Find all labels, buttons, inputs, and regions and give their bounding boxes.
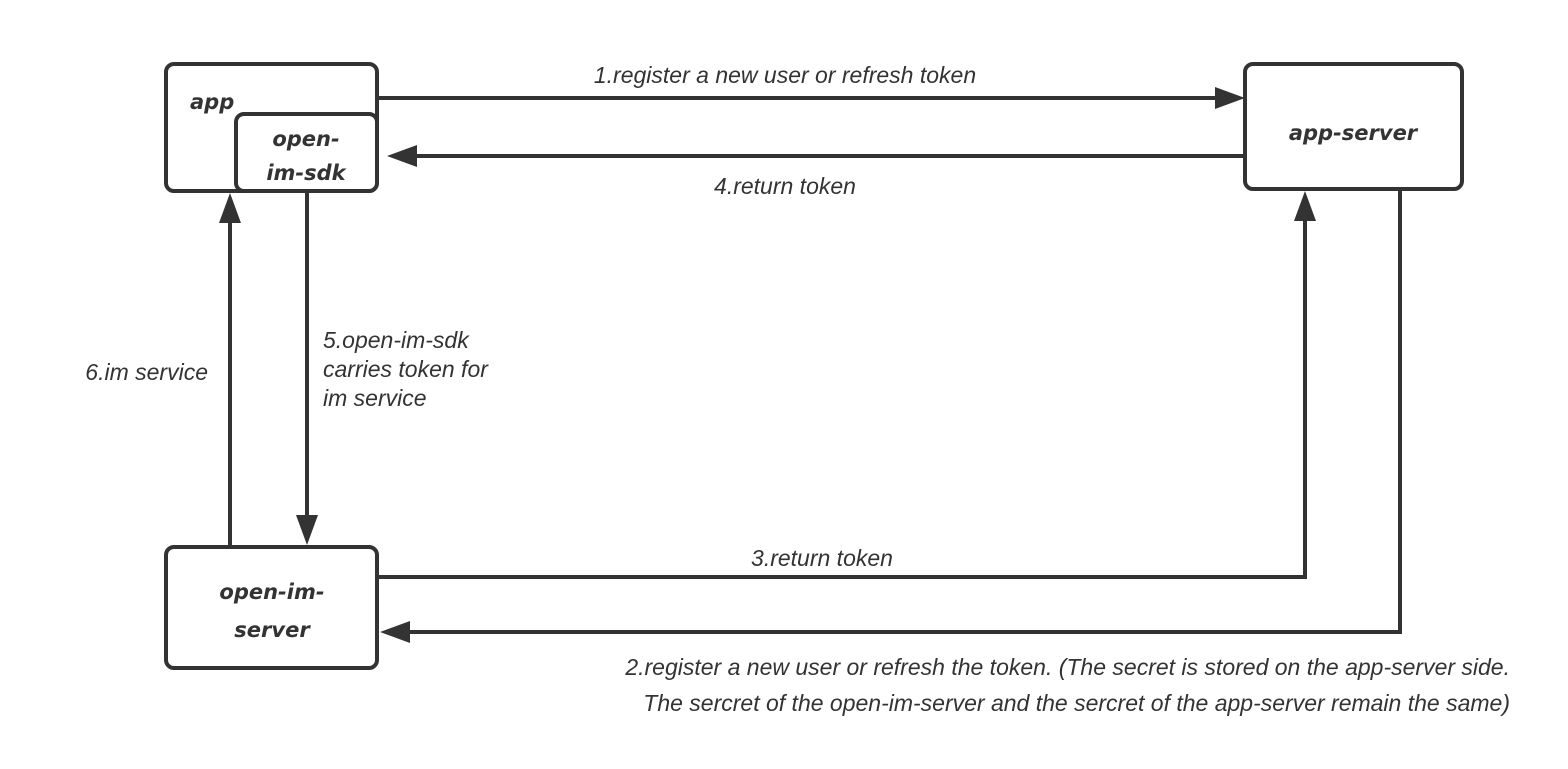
- arrowhead-step6: [219, 193, 241, 223]
- step5-label-1: 5.open-im-sdk: [323, 327, 470, 353]
- step6-label: 6.im service: [85, 359, 208, 385]
- step1-label: 1.register a new user or refresh token: [594, 62, 976, 88]
- arrow-step3: [377, 216, 1307, 579]
- open-im-sdk-label-1: open-: [272, 127, 339, 151]
- arrow-step2: [405, 189, 1402, 634]
- arrowhead-step5: [296, 515, 318, 545]
- open-im-server-box: [164, 545, 379, 670]
- open-im-server-label-1: open-im-: [219, 580, 324, 604]
- app-label: app: [190, 90, 234, 114]
- open-im-sdk-label-2: im-sdk: [266, 161, 347, 185]
- app-server-box: [1243, 62, 1464, 191]
- open-im-server-label-2: server: [234, 618, 311, 642]
- arrowhead-step2: [380, 621, 410, 643]
- app-server-label: app-server: [1289, 121, 1419, 145]
- step3-label: 3.return token: [751, 545, 893, 571]
- step2-label-1: 2.register a new user or refresh the tok…: [624, 654, 1510, 680]
- step2-label-2: The sercret of the open-im-server and th…: [643, 690, 1510, 716]
- arrowhead-step4: [387, 145, 417, 167]
- arrowhead-step3: [1294, 191, 1316, 221]
- arrowhead-step1: [1215, 87, 1245, 109]
- step5-label-2: carries token for: [323, 356, 489, 382]
- step5-label-3: im service: [323, 385, 427, 411]
- step4-label: 4.return token: [714, 173, 856, 199]
